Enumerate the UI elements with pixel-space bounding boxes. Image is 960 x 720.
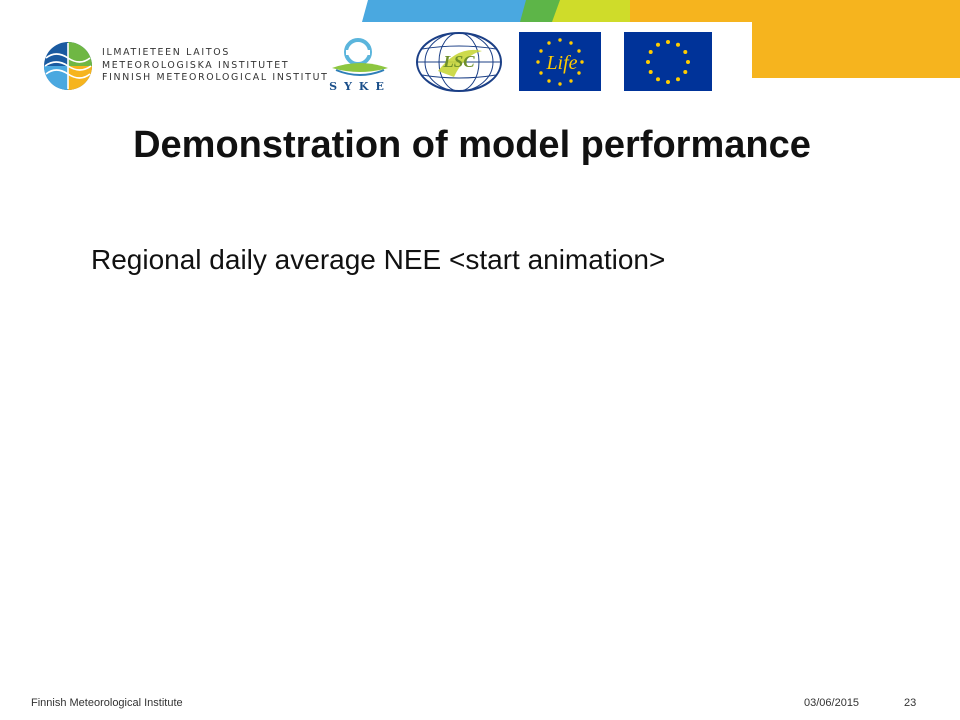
fmi-emblem-icon [44, 42, 92, 90]
footer-date: 03/06/2015 [804, 697, 860, 709]
lsc-logo: LSC [416, 32, 502, 92]
eu-star-ring [646, 40, 690, 84]
syke-logo: SYKE [329, 38, 391, 93]
life-logo: Life [519, 32, 601, 91]
life-star-ring [536, 38, 584, 86]
fmi-logo-text: ILMATIETEEN LAITOS METEOROLOGISKA INSTIT… [102, 47, 329, 83]
fmi-logo: ILMATIETEEN LAITOS METEOROLOGISKA INSTIT… [42, 40, 327, 96]
footer-page-number: 23 [904, 697, 917, 709]
life-logo-text: Life [545, 52, 577, 74]
eu-flag-icon [624, 32, 712, 91]
slide-title: Demonstration of model performance [133, 124, 811, 166]
header-color-band [362, 0, 960, 78]
lsc-logo-text: LSC [442, 52, 475, 71]
syke-logo-text: SYKE [329, 80, 391, 93]
slide-body-text: Regional daily average NEE <start animat… [91, 244, 666, 275]
footer-organization: Finnish Meteorological Institute [31, 697, 183, 709]
